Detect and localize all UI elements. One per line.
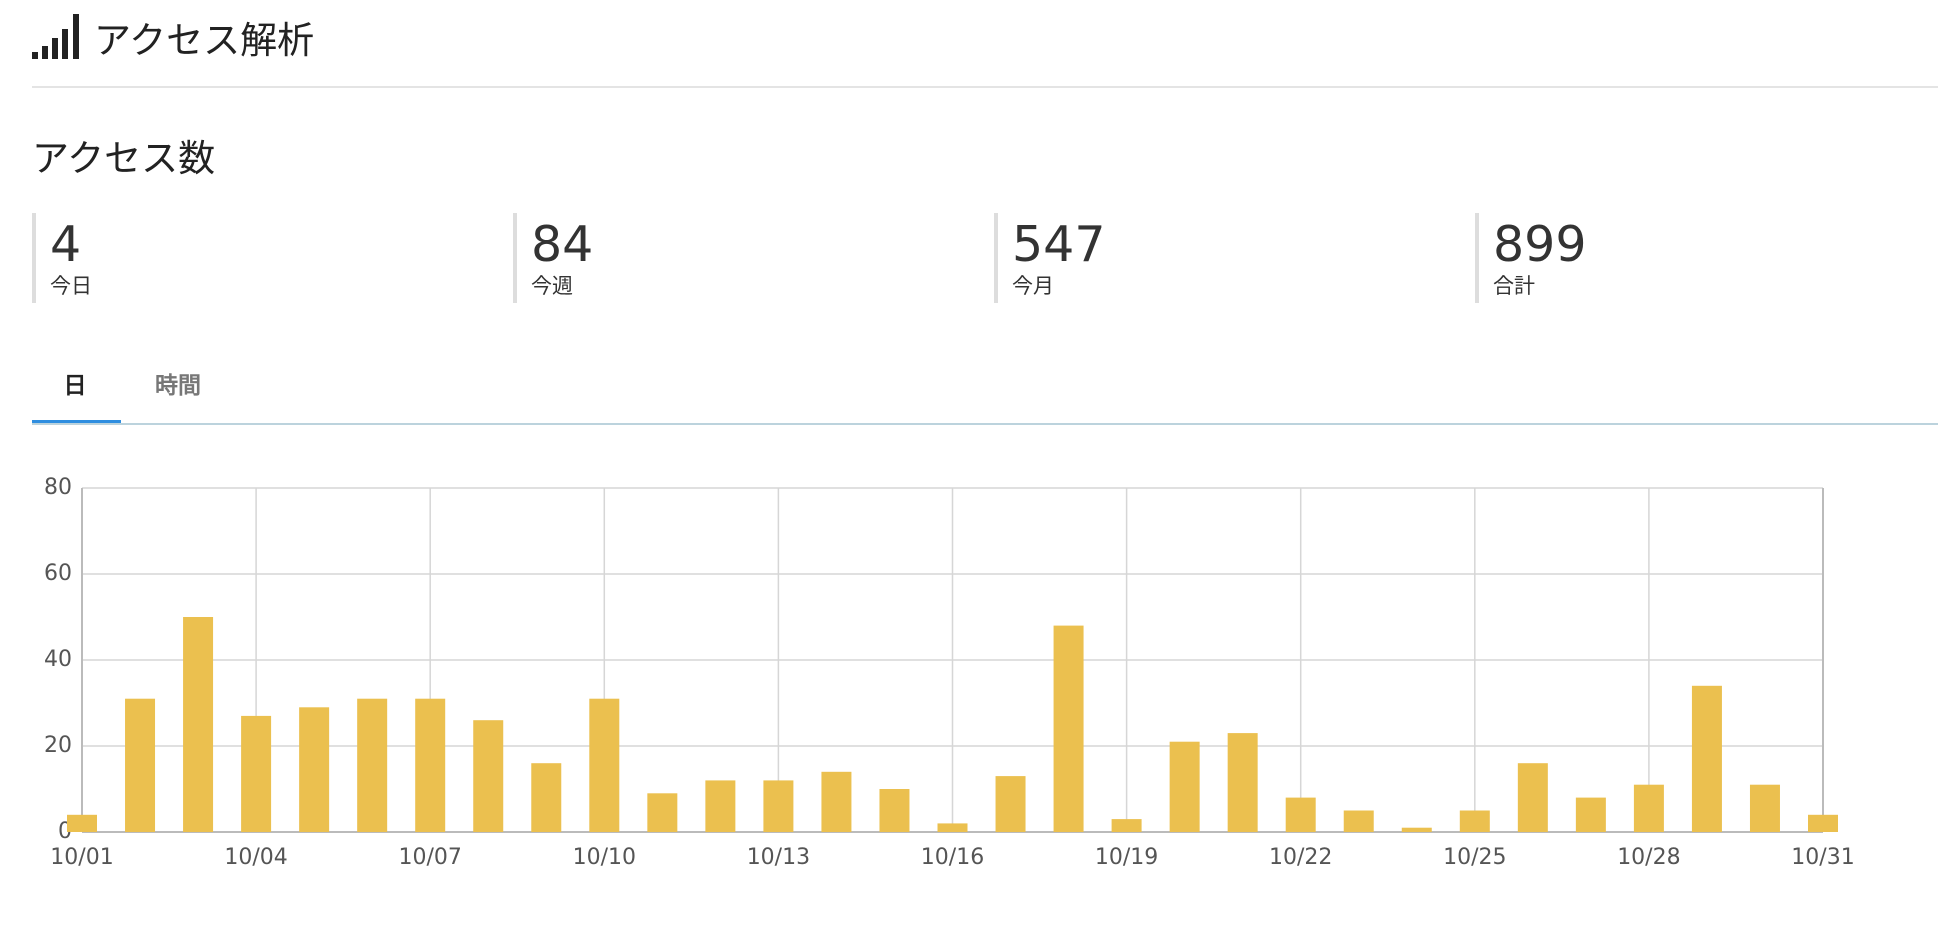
bar bbox=[1459, 810, 1490, 832]
divider bbox=[32, 86, 1938, 88]
bar bbox=[647, 793, 678, 832]
bar bbox=[183, 617, 214, 832]
bar bbox=[1285, 797, 1316, 832]
stat-value: 84 bbox=[531, 216, 594, 273]
y-tick-label: 40 bbox=[44, 647, 72, 672]
section-title: アクセス数 bbox=[32, 137, 216, 180]
x-tick-label: 10/10 bbox=[573, 845, 636, 870]
bar bbox=[1575, 797, 1606, 832]
tab-indicator bbox=[32, 420, 121, 425]
stat-label: 合計 bbox=[1493, 274, 1535, 298]
y-tick-label: 20 bbox=[44, 733, 72, 758]
stat-card: 547 今月 bbox=[994, 213, 1452, 303]
bar bbox=[1343, 810, 1374, 832]
bar bbox=[763, 780, 794, 832]
stat-card: 84 今週 bbox=[513, 213, 971, 303]
x-tick-label: 10/22 bbox=[1269, 845, 1332, 870]
stat-value: 899 bbox=[1493, 216, 1587, 273]
tab[interactable]: 時間 bbox=[155, 373, 201, 399]
bar bbox=[1749, 784, 1780, 832]
bar bbox=[1633, 784, 1664, 832]
bar bbox=[67, 814, 97, 832]
bar bbox=[1169, 741, 1200, 832]
bar bbox=[241, 715, 272, 832]
stat-value: 4 bbox=[50, 216, 82, 273]
bar bbox=[1517, 763, 1548, 832]
y-tick-label: 80 bbox=[44, 475, 72, 500]
bar bbox=[531, 763, 562, 832]
x-tick-label: 10/19 bbox=[1095, 845, 1158, 870]
stat-card: 4 今日 bbox=[32, 213, 490, 303]
bar bbox=[1808, 814, 1838, 832]
x-tick-label: 10/01 bbox=[50, 845, 113, 870]
bar bbox=[1111, 819, 1142, 832]
bar bbox=[1053, 625, 1084, 832]
bar bbox=[415, 698, 446, 832]
x-tick-label: 10/13 bbox=[747, 845, 810, 870]
tab[interactable]: 日 bbox=[63, 373, 87, 399]
stat-label: 今月 bbox=[1012, 274, 1054, 298]
signal-icon bbox=[32, 14, 79, 59]
bar bbox=[705, 780, 736, 832]
bar bbox=[1691, 685, 1722, 832]
bar bbox=[879, 789, 910, 832]
stat-card: 899 合計 bbox=[1475, 213, 1933, 303]
y-tick-label: 60 bbox=[44, 561, 72, 586]
x-tick-label: 10/25 bbox=[1443, 845, 1506, 870]
bar bbox=[299, 707, 330, 832]
x-tick-label: 10/31 bbox=[1791, 845, 1854, 870]
stat-value: 547 bbox=[1012, 216, 1106, 273]
bar bbox=[473, 720, 504, 832]
page-title: アクセス解析 bbox=[94, 19, 315, 62]
x-tick-label: 10/16 bbox=[921, 845, 984, 870]
bar bbox=[937, 823, 968, 832]
bar bbox=[995, 776, 1026, 832]
bar bbox=[357, 698, 388, 832]
bar bbox=[589, 698, 620, 832]
bar bbox=[1227, 733, 1258, 832]
stat-label: 今日 bbox=[50, 274, 92, 298]
stat-label: 今週 bbox=[531, 274, 573, 298]
bar bbox=[1401, 827, 1432, 832]
x-tick-label: 10/04 bbox=[224, 845, 287, 870]
tab-line bbox=[32, 423, 1938, 425]
bar bbox=[821, 771, 852, 832]
x-tick-label: 10/07 bbox=[398, 845, 461, 870]
bar bbox=[125, 698, 156, 832]
x-tick-label: 10/28 bbox=[1617, 845, 1680, 870]
